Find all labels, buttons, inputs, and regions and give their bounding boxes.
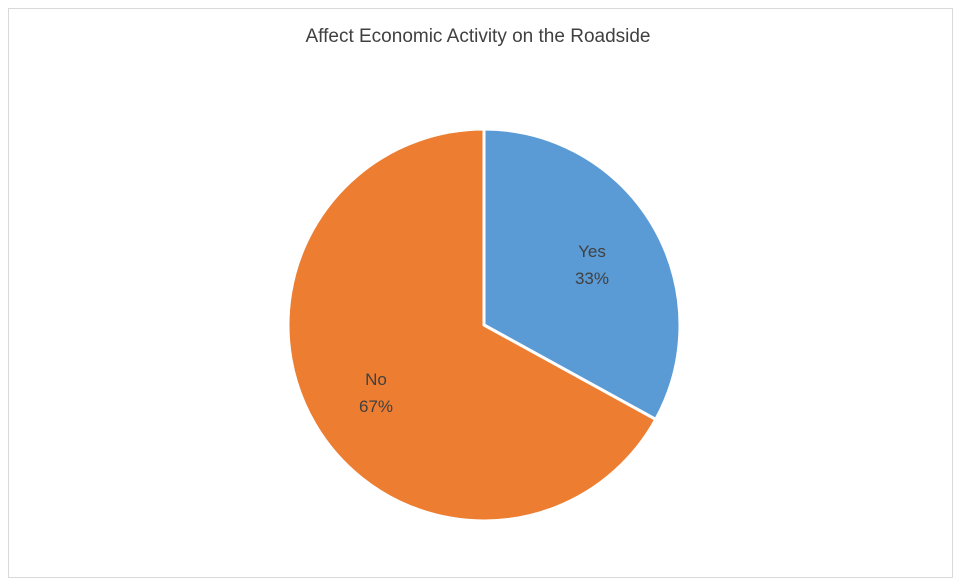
pie-label-yes: Yes 33% — [575, 242, 609, 288]
pie-label-category: No — [365, 370, 387, 389]
pie-slice-no — [286, 127, 658, 523]
pie-labels: Yes 33% No 67% — [359, 242, 609, 416]
pie-slices — [286, 127, 682, 523]
pie-label-category: Yes — [578, 242, 606, 261]
pie-label-percent: 33% — [575, 269, 609, 288]
pie-label-no: No 67% — [359, 370, 393, 416]
chart-title: Affect Economic Activity on the Roadside — [305, 26, 651, 47]
pie-label-percent: 67% — [359, 397, 393, 416]
pie-slice-yes — [482, 127, 682, 421]
